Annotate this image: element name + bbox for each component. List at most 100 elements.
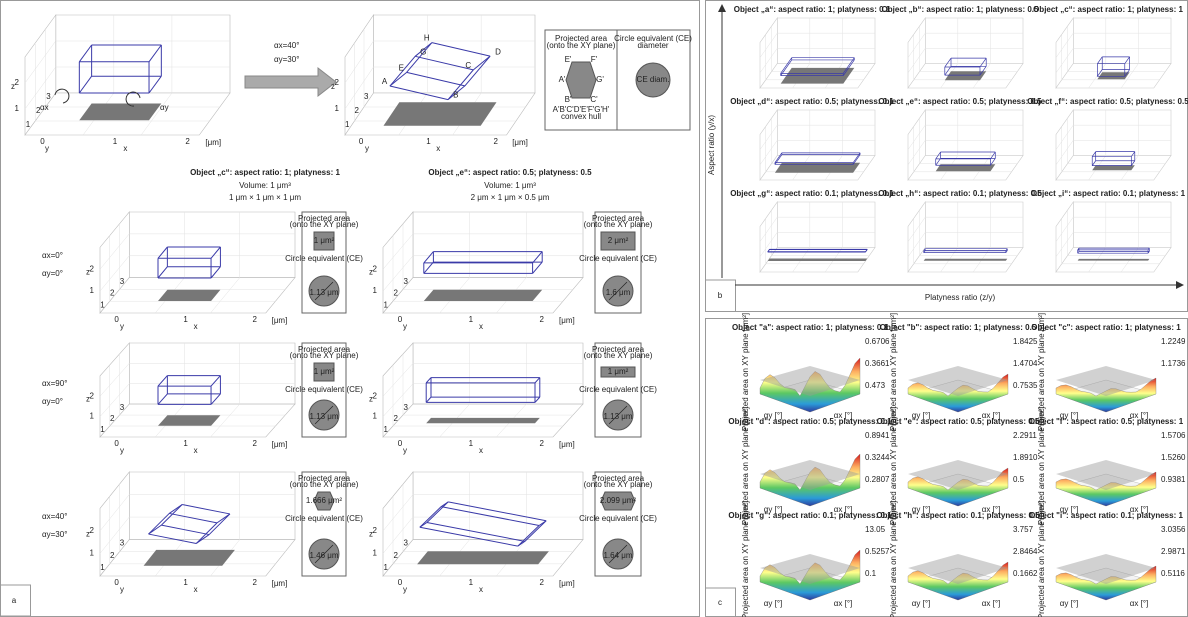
- axis-label: y: [403, 322, 407, 331]
- y-tick-label: 3: [404, 539, 409, 548]
- x-tick-label: 0: [398, 578, 403, 587]
- x-tick-label: 1: [426, 137, 431, 146]
- vertex-label: G: [420, 47, 426, 56]
- scale-value: 0.3244: [865, 453, 890, 462]
- cell-title: Object „a“: aspect ratio: 1; platyness: …: [734, 5, 891, 14]
- back-wall: [413, 343, 583, 404]
- axis-label: x: [194, 585, 198, 594]
- vertex-label: D: [495, 47, 501, 56]
- rotation-label: αy=0°: [42, 397, 63, 406]
- rotation-label: αx=40°: [42, 512, 67, 521]
- axis-label: x: [479, 446, 483, 455]
- x-tick-label: 2: [539, 578, 544, 587]
- z-tick-label: 1: [90, 549, 95, 558]
- panel-label: c: [718, 598, 722, 607]
- cell-title: Object „b“: aspect ratio: 1; platyness: …: [882, 5, 1039, 14]
- back-wall: [129, 343, 295, 404]
- column-dims: 1 μm × 1 μm × 1 μm: [229, 193, 301, 202]
- scale-value: 2.2911: [1013, 431, 1037, 440]
- x-tick-label: 0: [40, 137, 45, 146]
- y-tick-label: 1: [384, 300, 389, 309]
- vertex-label: A: [382, 77, 388, 86]
- scale-value: 0.5: [1013, 475, 1025, 484]
- back-wall: [1073, 110, 1171, 156]
- scale-value: 0.6706: [865, 337, 890, 346]
- z-tick-label: 2: [90, 391, 95, 400]
- z-tick-label: 2: [335, 78, 340, 87]
- z-tick-label: 2: [90, 526, 95, 535]
- vertex-label: H: [424, 34, 430, 43]
- y-tick-label: 1: [100, 300, 105, 309]
- scale-value: 0.8941: [865, 431, 890, 440]
- cell-title: Object "i": aspect ratio: 0.1; platyness…: [1029, 511, 1183, 520]
- info-text: Circle equivalent (CE): [579, 254, 657, 263]
- cell-title: Object "g": aspect ratio: 0.1; platyness…: [728, 511, 892, 520]
- info-text: Circle equivalent (CE): [579, 385, 657, 394]
- panel-label: a: [12, 596, 17, 605]
- transform-arrow: [245, 68, 336, 96]
- axis-title: Platyness ratio (z/y): [925, 293, 996, 302]
- ce-text: 1.64 μm: [603, 551, 632, 560]
- axis-title: αy [°]: [764, 599, 783, 608]
- z-tick-label: 2: [373, 526, 378, 535]
- vertex-label: B: [453, 91, 458, 100]
- rotation-label: αx=0°: [42, 251, 63, 260]
- x-tick-label: 0: [398, 315, 403, 324]
- back-wall: [413, 212, 583, 278]
- back-wall: [56, 15, 230, 93]
- shadow: [144, 550, 235, 566]
- back-wall: [925, 18, 1023, 64]
- y-tick-label: 2: [394, 289, 399, 298]
- y-tick-label: 3: [404, 403, 409, 412]
- cell-title: Object „g“: aspect ratio: 0.1; platyness…: [730, 189, 894, 198]
- scale-value: 0.9381: [1161, 475, 1186, 484]
- hull-vertex: G': [596, 75, 604, 84]
- cell-title: Object „c“: aspect ratio: 1; platyness: …: [1033, 5, 1183, 14]
- scale-value: 0.1: [865, 569, 877, 578]
- ce-text: 1.6 μm: [606, 288, 631, 297]
- vertex-label: E: [399, 63, 404, 72]
- column-title: Object „e“: aspect ratio: 0.5; platyness…: [428, 168, 592, 177]
- axis-title: αy [°]: [912, 599, 931, 608]
- scale-value: 3.757: [1013, 525, 1034, 534]
- z-tick-label: 1: [90, 412, 95, 421]
- x-tick-label: 1: [469, 578, 474, 587]
- axis-label: x: [194, 446, 198, 455]
- back-wall: [925, 202, 1023, 248]
- back-wall: [374, 15, 536, 93]
- z-tick-label: 2: [90, 264, 95, 273]
- figure: azyx[μm]12321012αxαyαx=40°αy=30°zyx[μm]1…: [0, 0, 1188, 617]
- info-text: (onto the XY plane): [547, 41, 616, 50]
- scale-value: 2.9871: [1161, 547, 1186, 556]
- info-text: Circle equivalent (CE): [285, 254, 363, 263]
- axis-label: x: [479, 322, 483, 331]
- column-volume: Volume: 1 μm³: [484, 181, 536, 190]
- rotation-arrow-label: αy: [160, 103, 169, 112]
- axis-label: y: [120, 322, 124, 331]
- shadow: [158, 290, 220, 301]
- axis-label: y: [403, 446, 407, 455]
- axis-title: Projected area on XY plane [μm²]: [741, 501, 750, 617]
- back-wall: [925, 110, 1023, 156]
- axis-label: y: [120, 585, 124, 594]
- scale-value: 0.1662: [1013, 569, 1038, 578]
- y-tick-label: 3: [46, 92, 51, 101]
- z-tick-label: 1: [373, 549, 378, 558]
- y-tick-label: 3: [404, 277, 409, 286]
- x-tick-label: 0: [398, 439, 403, 448]
- scale-value: 1.1736: [1161, 359, 1186, 368]
- z-tick-label: 2: [373, 264, 378, 273]
- shadow: [1092, 165, 1135, 170]
- info-text: (onto the XY plane): [584, 351, 653, 360]
- scale-value: 0.5116: [1161, 569, 1185, 578]
- scale-value: 3.0356: [1161, 525, 1186, 534]
- cell-title: Object „f“: aspect ratio: 0.5; platyness…: [1027, 97, 1188, 106]
- hull-vertex: B': [565, 95, 572, 104]
- area-text: 1.666 μm²: [306, 496, 343, 505]
- ce-text: 1.13 μm: [309, 412, 338, 421]
- axis-label: x: [479, 585, 483, 594]
- hull-vertex: A': [559, 75, 566, 84]
- y-tick-label: 2: [110, 414, 115, 423]
- hull-vertex: F': [591, 55, 598, 64]
- axis-title: Projected area on XY plane [μm²]: [1037, 501, 1046, 617]
